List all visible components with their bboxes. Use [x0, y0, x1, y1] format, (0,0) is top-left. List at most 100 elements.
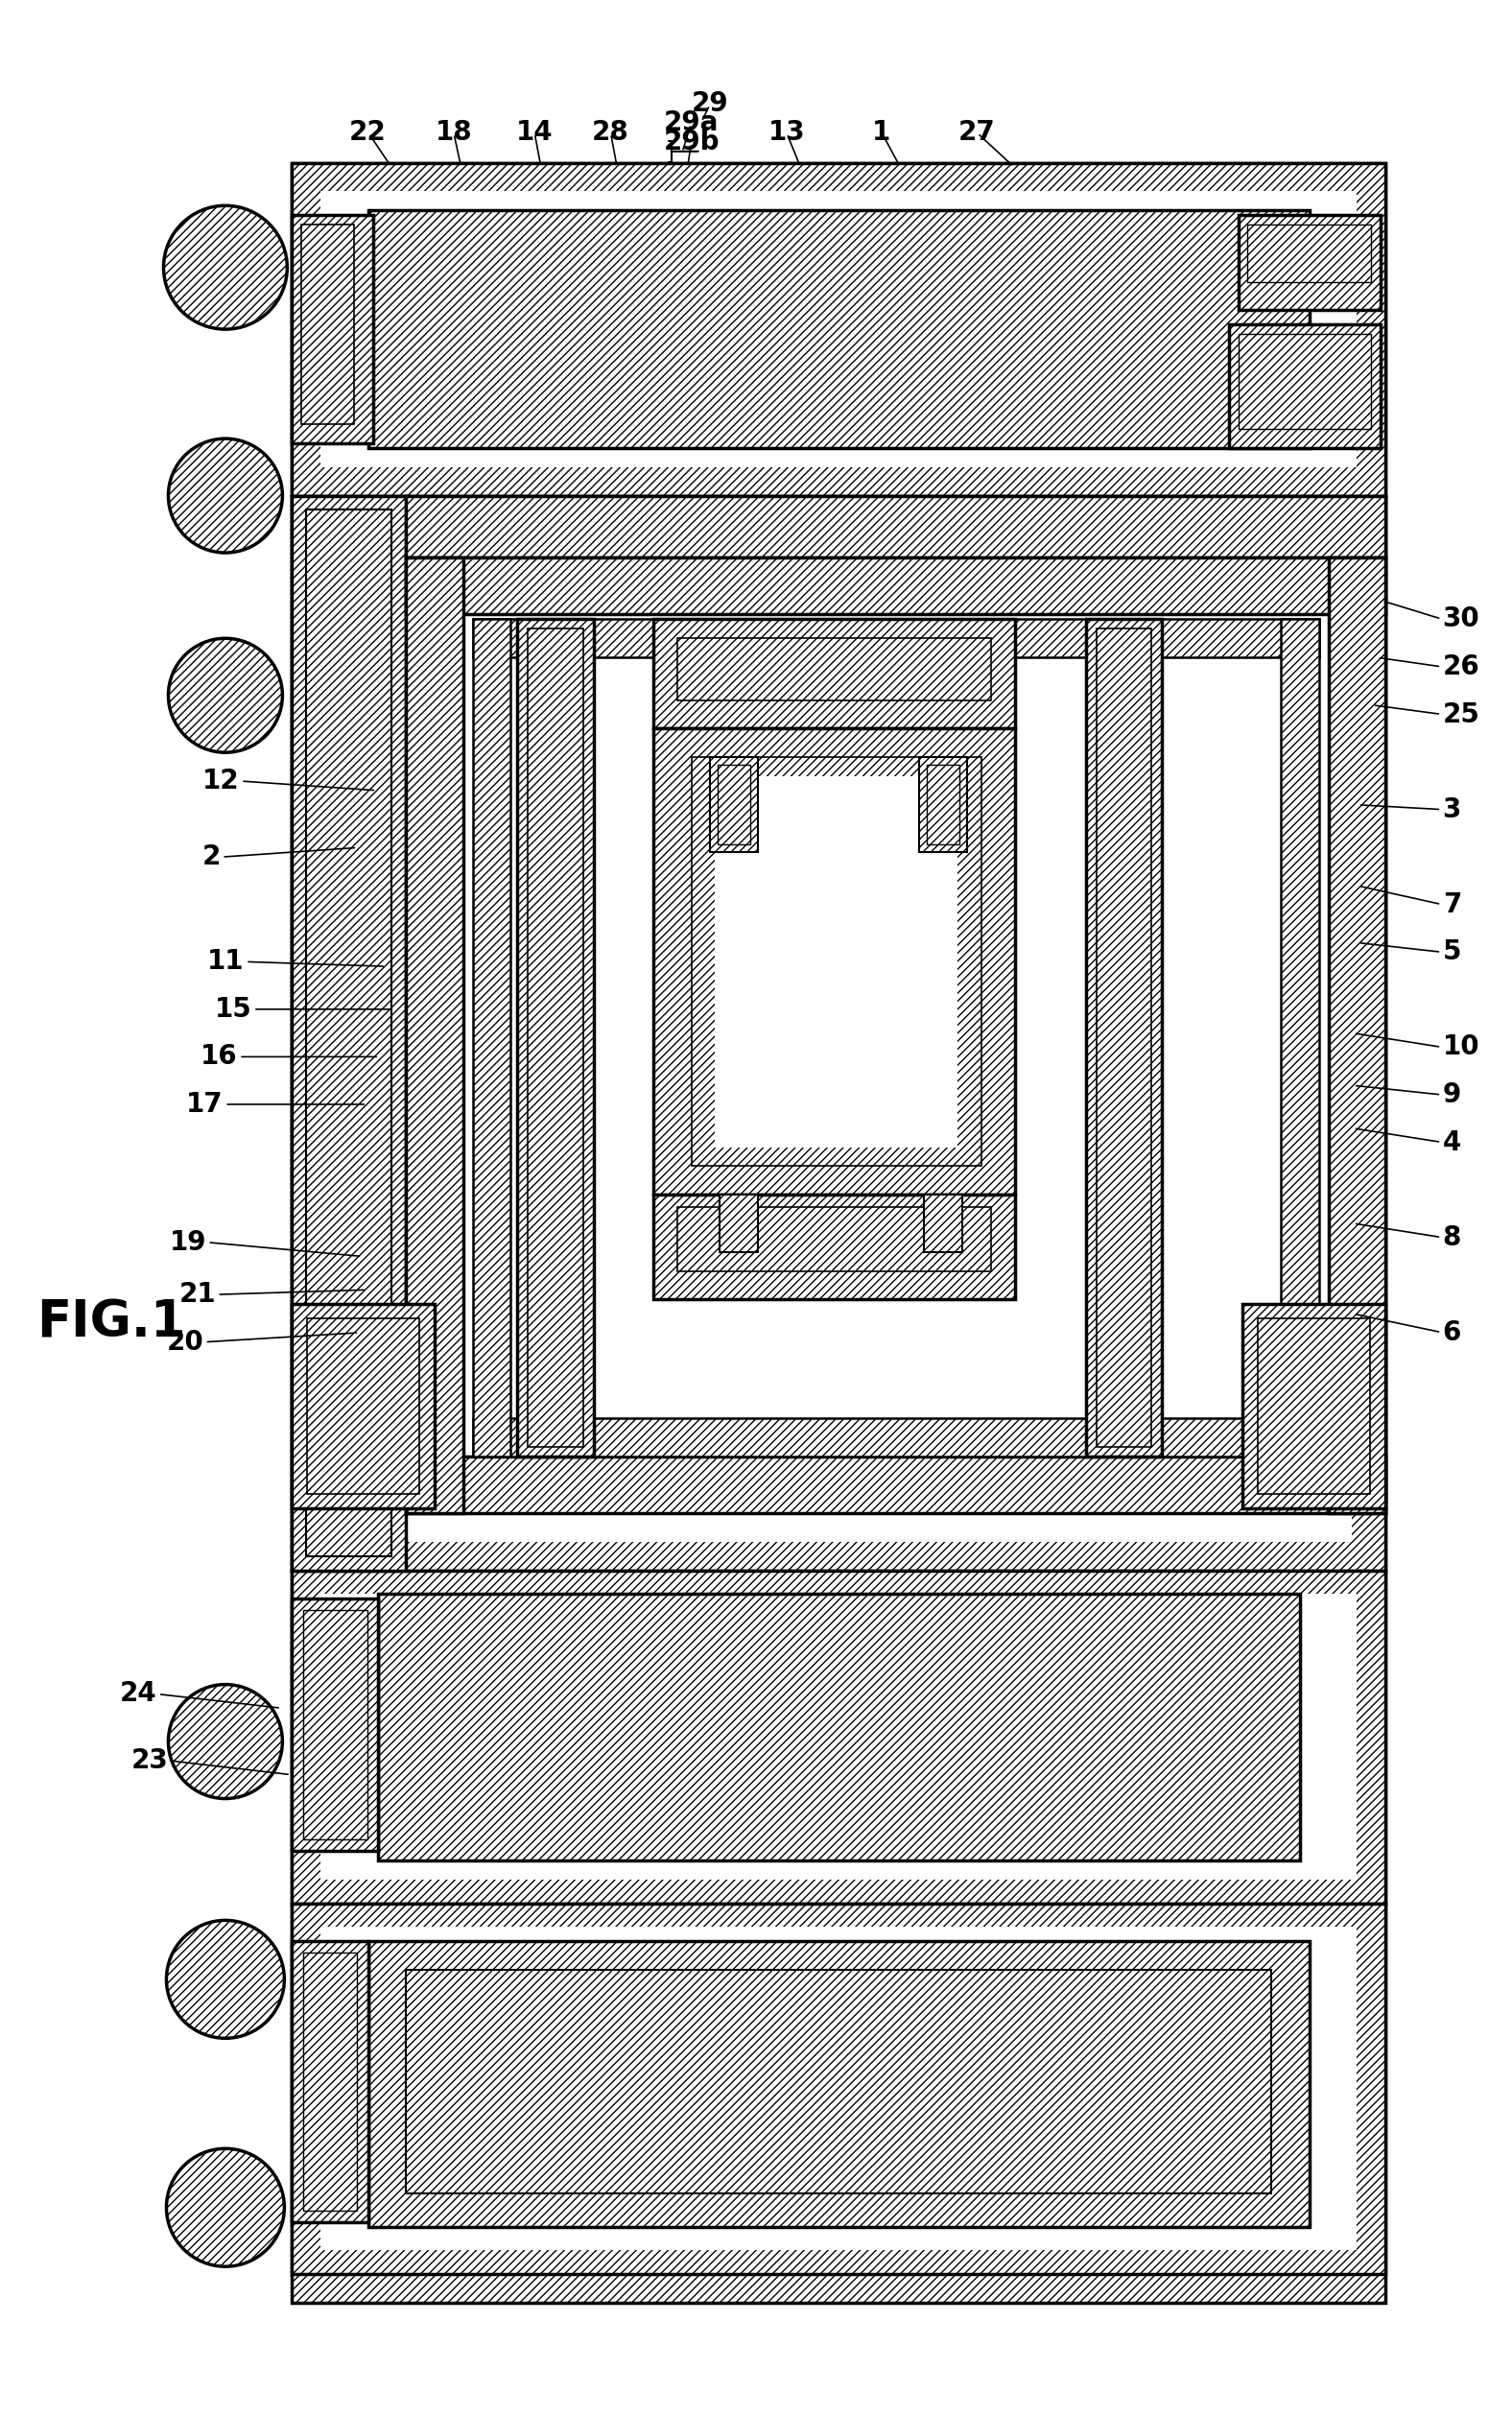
Bar: [292, 495, 407, 1570]
Circle shape: [168, 638, 283, 751]
Bar: [367, 210, 1309, 447]
Text: 6: 6: [1442, 1319, 1461, 1346]
Text: 16: 16: [201, 1044, 237, 1070]
Bar: [307, 1319, 419, 1493]
Text: 7: 7: [1442, 892, 1461, 918]
Bar: [304, 1952, 357, 2211]
Text: 3: 3: [1442, 797, 1461, 824]
Text: 27: 27: [959, 118, 995, 145]
Bar: [367, 1940, 1309, 2228]
Bar: [292, 215, 373, 445]
Bar: [321, 1595, 1356, 1880]
Text: 10: 10: [1442, 1034, 1480, 1061]
Text: 18: 18: [435, 118, 472, 145]
Bar: [517, 618, 593, 1457]
Bar: [715, 776, 957, 1148]
Bar: [304, 1611, 367, 1839]
Bar: [927, 766, 960, 846]
Bar: [1229, 324, 1380, 447]
Bar: [378, 1595, 1300, 1860]
Circle shape: [163, 205, 287, 329]
Bar: [473, 618, 1318, 657]
Bar: [301, 225, 354, 425]
Bar: [407, 1969, 1272, 2194]
Bar: [307, 1319, 419, 1493]
Bar: [321, 191, 1356, 466]
Text: 28: 28: [591, 118, 629, 145]
Circle shape: [168, 1684, 283, 1798]
Bar: [718, 766, 750, 846]
Bar: [677, 1208, 990, 1271]
Bar: [292, 1940, 367, 2223]
Bar: [304, 1611, 367, 1839]
Text: 9: 9: [1442, 1082, 1461, 1109]
Circle shape: [166, 2148, 284, 2266]
Text: 8: 8: [1442, 1225, 1461, 1251]
Bar: [528, 628, 584, 1447]
Bar: [407, 495, 1385, 558]
Text: 24: 24: [119, 1682, 157, 1708]
Text: 30: 30: [1442, 606, 1480, 633]
Bar: [325, 524, 1352, 1541]
Text: 20: 20: [166, 1329, 204, 1355]
Text: 23: 23: [132, 1747, 168, 1773]
Text: 14: 14: [516, 118, 553, 145]
Bar: [407, 1457, 1385, 1512]
Bar: [919, 756, 968, 853]
Bar: [653, 1194, 1015, 1300]
Bar: [1247, 225, 1371, 283]
Bar: [720, 1194, 758, 1251]
Bar: [1238, 215, 1380, 309]
Bar: [677, 638, 990, 701]
Text: 2: 2: [203, 843, 221, 870]
Bar: [1086, 618, 1163, 1457]
Bar: [1096, 628, 1152, 1447]
Bar: [1096, 628, 1152, 1447]
Bar: [927, 766, 960, 846]
Bar: [292, 162, 1385, 495]
Bar: [473, 1418, 1318, 1457]
Bar: [924, 1194, 962, 1251]
Circle shape: [166, 1921, 284, 2039]
Text: 26: 26: [1442, 652, 1480, 681]
Text: 29: 29: [692, 89, 729, 118]
Text: 29a: 29a: [664, 109, 718, 135]
Bar: [292, 162, 1385, 2302]
Text: 22: 22: [349, 118, 387, 145]
Bar: [292, 1599, 378, 1851]
Bar: [301, 225, 354, 425]
Text: 5: 5: [1442, 940, 1461, 966]
Text: FIG.1: FIG.1: [36, 1297, 186, 1348]
Bar: [307, 510, 392, 1556]
Bar: [304, 1952, 357, 2211]
Text: 25: 25: [1442, 701, 1480, 727]
Text: 4: 4: [1442, 1128, 1461, 1155]
Bar: [407, 1969, 1272, 2194]
Bar: [653, 618, 1015, 730]
Circle shape: [168, 440, 283, 553]
Bar: [321, 191, 1356, 2273]
Bar: [1329, 558, 1385, 1512]
Text: 1: 1: [872, 118, 891, 145]
Bar: [307, 510, 392, 1556]
Bar: [1258, 1319, 1370, 1493]
Text: 21: 21: [178, 1280, 216, 1307]
Bar: [407, 558, 463, 1512]
Text: 13: 13: [768, 118, 804, 145]
Bar: [653, 730, 1015, 1194]
Bar: [1238, 333, 1371, 430]
Text: 12: 12: [203, 768, 239, 795]
Bar: [677, 1208, 990, 1271]
Bar: [407, 558, 1385, 614]
Bar: [1281, 618, 1318, 1457]
Bar: [292, 1904, 1385, 2273]
Bar: [473, 618, 511, 1457]
Text: 17: 17: [186, 1092, 224, 1119]
Bar: [1243, 1305, 1385, 1508]
Bar: [1238, 333, 1371, 430]
Bar: [691, 756, 981, 1167]
Text: 19: 19: [169, 1230, 206, 1256]
Bar: [1258, 1319, 1370, 1493]
Text: 15: 15: [215, 995, 253, 1022]
Bar: [691, 756, 981, 1167]
